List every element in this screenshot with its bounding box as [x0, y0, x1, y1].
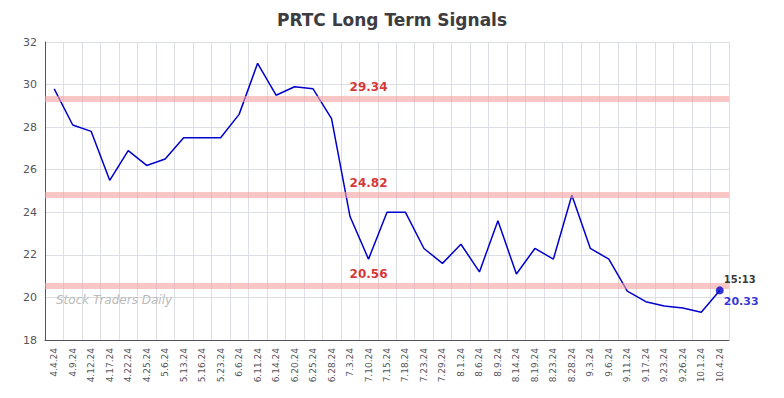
svg-text:22: 22 [23, 248, 37, 261]
svg-text:8.6.24: 8.6.24 [474, 348, 484, 377]
svg-text:7.10.24: 7.10.24 [364, 348, 374, 383]
svg-text:6.6.24: 6.6.24 [234, 348, 244, 377]
svg-text:26: 26 [23, 163, 37, 176]
svg-text:9.17.24: 9.17.24 [641, 348, 651, 383]
svg-text:24: 24 [23, 206, 37, 219]
svg-text:4.4.24: 4.4.24 [49, 348, 59, 377]
svg-text:6.14.24: 6.14.24 [271, 348, 281, 383]
svg-text:4.25.24: 4.25.24 [142, 348, 152, 383]
svg-text:6.20.24: 6.20.24 [290, 348, 300, 383]
svg-text:4.12.24: 4.12.24 [86, 348, 96, 383]
svg-text:6.11.24: 6.11.24 [253, 348, 263, 383]
svg-text:5.16.24: 5.16.24 [197, 348, 207, 383]
svg-text:PRTC Long Term Signals: PRTC Long Term Signals [277, 10, 507, 30]
svg-text:Stock Traders Daily: Stock Traders Daily [56, 293, 173, 307]
svg-text:7.29.24: 7.29.24 [437, 348, 447, 383]
svg-text:18: 18 [23, 334, 37, 347]
svg-text:7.3.24: 7.3.24 [345, 348, 355, 377]
svg-text:9.11.24: 9.11.24 [622, 348, 632, 383]
svg-text:4.9.24: 4.9.24 [68, 348, 78, 377]
svg-text:30: 30 [23, 78, 37, 91]
svg-text:4.17.24: 4.17.24 [105, 348, 115, 383]
svg-text:32: 32 [23, 36, 37, 49]
svg-text:29.34: 29.34 [350, 80, 388, 94]
svg-text:9.3.24: 9.3.24 [585, 348, 595, 377]
svg-text:4.22.24: 4.22.24 [123, 348, 133, 383]
svg-text:7.15.24: 7.15.24 [382, 348, 392, 383]
svg-text:20.33: 20.33 [724, 295, 759, 308]
svg-text:20: 20 [23, 291, 37, 304]
svg-text:15:13: 15:13 [724, 274, 756, 285]
svg-text:8.9.24: 8.9.24 [493, 348, 503, 377]
svg-text:10.1.24: 10.1.24 [696, 348, 706, 383]
svg-text:8.19.24: 8.19.24 [530, 348, 540, 383]
svg-text:20.56: 20.56 [350, 267, 388, 281]
svg-text:8.14.24: 8.14.24 [511, 348, 521, 383]
svg-text:9.23.24: 9.23.24 [659, 348, 669, 383]
svg-text:24.82: 24.82 [350, 176, 388, 190]
svg-text:10.4.24: 10.4.24 [715, 348, 725, 383]
svg-text:28: 28 [23, 121, 37, 134]
svg-text:7.23.24: 7.23.24 [419, 348, 429, 383]
svg-text:5.6.24: 5.6.24 [160, 348, 170, 377]
svg-text:8.23.24: 8.23.24 [548, 348, 558, 383]
svg-text:6.25.24: 6.25.24 [308, 348, 318, 383]
svg-text:7.18.24: 7.18.24 [400, 348, 410, 383]
svg-text:5.23.24: 5.23.24 [216, 348, 226, 383]
svg-text:5.13.24: 5.13.24 [179, 348, 189, 383]
svg-text:9.26.24: 9.26.24 [678, 348, 688, 383]
svg-text:8.28.24: 8.28.24 [567, 348, 577, 383]
svg-text:8.1.24: 8.1.24 [456, 348, 466, 377]
svg-text:9.6.24: 9.6.24 [604, 348, 614, 377]
svg-text:6.28.24: 6.28.24 [327, 348, 337, 383]
